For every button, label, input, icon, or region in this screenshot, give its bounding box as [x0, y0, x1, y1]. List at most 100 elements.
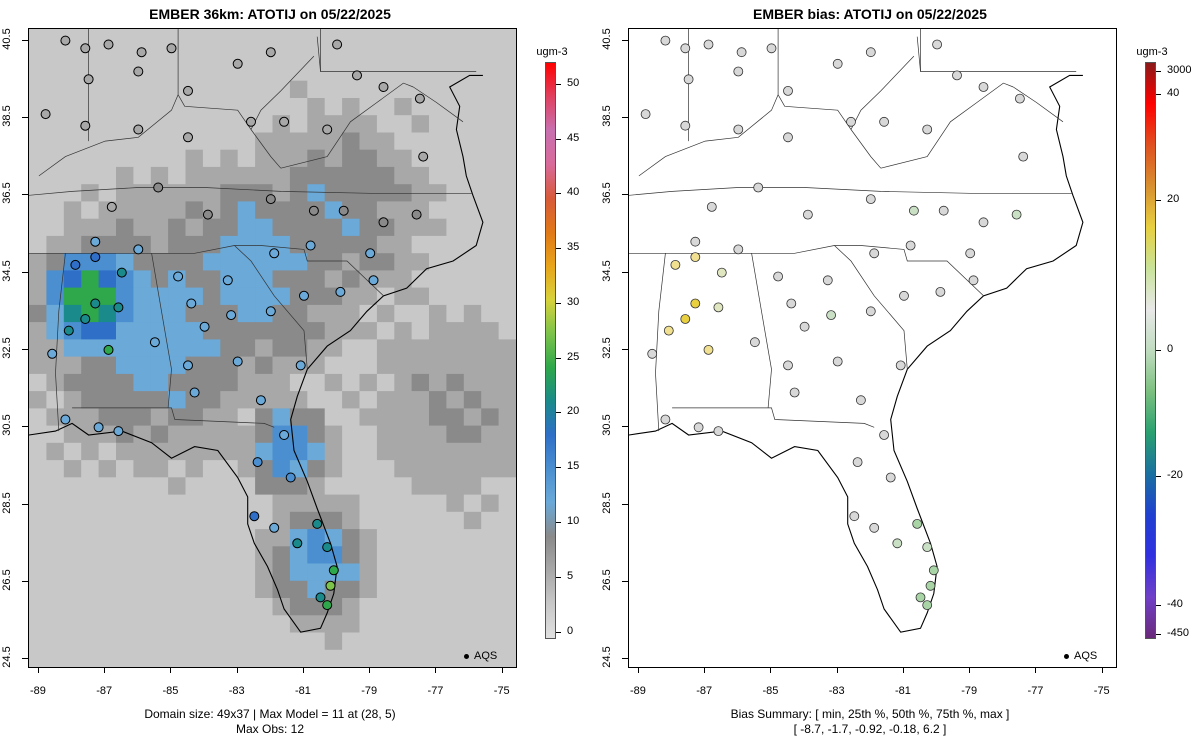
left-colorbar-tick: 5: [567, 569, 574, 582]
model-cell: [220, 166, 239, 185]
model-cell: [446, 580, 465, 599]
model-cell: [255, 425, 273, 444]
model-cell: [63, 356, 82, 375]
state-boundary: [834, 245, 908, 370]
model-cell: [63, 287, 82, 306]
model-cell: [324, 218, 343, 237]
model-cell: [202, 460, 221, 478]
x-tick-label: -87: [696, 685, 713, 697]
model-cell: [98, 546, 117, 564]
model-cell: [342, 166, 360, 185]
model-cell: [498, 184, 516, 202]
bias-site-marker: [905, 240, 916, 251]
model-cell: [116, 201, 134, 220]
model-cell: [46, 408, 65, 427]
model-cell: [342, 356, 360, 375]
model-cell: [116, 649, 134, 667]
right-colorbar-tick-mark: [1156, 634, 1161, 636]
left-colorbar-tick-mark: [556, 631, 561, 633]
model-cell: [481, 546, 500, 564]
model-cell: [255, 253, 273, 271]
y-tick-mark: [22, 426, 28, 428]
model-cell: [481, 270, 500, 289]
model-cell: [481, 322, 500, 340]
model-cell: [29, 29, 47, 47]
model-cell: [376, 511, 395, 530]
model-cell: [411, 649, 430, 667]
model-cell: [255, 339, 273, 358]
model-cell: [359, 339, 378, 358]
model-cell: [342, 460, 360, 478]
obs-site-marker: [418, 151, 429, 162]
left-colorbar-tick: 10: [567, 515, 580, 527]
x-tick-label: -75: [493, 685, 510, 697]
model-cell: [255, 649, 273, 667]
model-cell: [446, 408, 465, 427]
model-cell: [394, 218, 413, 237]
model-cell: [255, 270, 273, 289]
model-cell: [63, 460, 82, 478]
y-tick-label: 24.5: [601, 646, 613, 668]
model-cell: [411, 322, 430, 340]
model-cell: [29, 46, 47, 64]
bias-site-marker: [733, 66, 744, 77]
model-cell: [307, 287, 326, 306]
state-boundary: [151, 253, 172, 408]
model-cell: [394, 580, 413, 599]
model-cell: [429, 115, 447, 133]
model-cell: [220, 339, 239, 358]
model-cell: [29, 80, 47, 99]
model-cell: [481, 166, 500, 185]
model-cell: [324, 649, 343, 667]
left-colorbar: [545, 62, 556, 639]
model-cell: [29, 563, 47, 582]
model-cell: [289, 408, 308, 427]
model-cell: [289, 511, 308, 530]
model-cell: [481, 598, 500, 616]
model-cell: [29, 460, 47, 478]
model-cell: [429, 598, 447, 616]
model-cell: [289, 166, 308, 185]
model-cell: [255, 218, 273, 237]
model-cell: [255, 322, 273, 340]
model-cell: [359, 580, 378, 599]
model-cell: [46, 218, 65, 237]
x-tick-mark: [501, 667, 503, 673]
y-tick-mark: [22, 194, 28, 196]
bias-site-marker: [690, 236, 701, 247]
model-cell: [202, 477, 221, 495]
model-cell: [463, 632, 482, 651]
model-cell: [255, 235, 273, 254]
model-cell: [481, 632, 500, 651]
bias-site-marker: [865, 47, 876, 58]
model-cell: [220, 529, 239, 547]
model-cell: [46, 649, 65, 667]
model-cell: [429, 304, 447, 323]
model-cell: [237, 29, 256, 47]
model-cell: [116, 442, 134, 461]
model-cell: [376, 408, 395, 427]
left-colorbar-tick: 25: [567, 350, 580, 363]
model-cell: [307, 649, 326, 667]
model-cell: [185, 615, 204, 633]
model-cell: [150, 166, 169, 185]
model-cell: [359, 98, 378, 116]
model-cell: [481, 425, 500, 444]
model-cell: [220, 442, 239, 461]
model-cell: [446, 80, 465, 99]
bias-site-marker: [663, 325, 674, 336]
model-cell: [376, 115, 395, 133]
model-cell: [255, 580, 273, 599]
model-cell: [168, 235, 186, 254]
model-cell: [133, 425, 152, 444]
obs-site-marker: [149, 337, 160, 348]
state-boundary: [629, 245, 984, 297]
model-cell: [429, 649, 447, 667]
model-cell: [272, 563, 291, 582]
obs-site-marker: [113, 302, 124, 313]
model-cell: [359, 166, 378, 185]
model-cell: [220, 477, 239, 495]
model-cell: [342, 373, 360, 392]
model-cell: [237, 580, 256, 599]
model-cell: [81, 184, 100, 202]
